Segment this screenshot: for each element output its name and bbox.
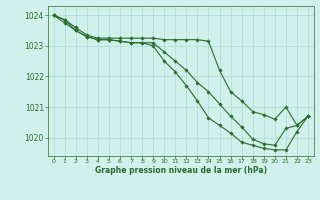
X-axis label: Graphe pression niveau de la mer (hPa): Graphe pression niveau de la mer (hPa) bbox=[95, 166, 267, 175]
